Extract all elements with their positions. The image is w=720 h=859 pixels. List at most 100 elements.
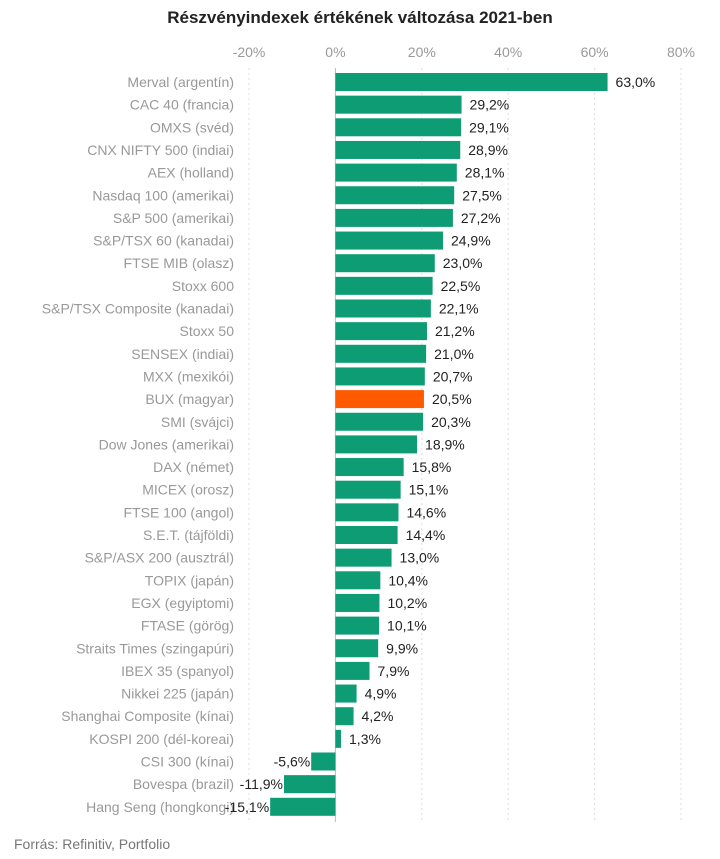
data-label: 15,8%: [412, 459, 452, 475]
category-label: IBEX 35 (spanyol): [121, 663, 234, 679]
data-label: 10,4%: [388, 572, 428, 588]
category-label: Straits Times (szingapúri): [76, 640, 234, 656]
data-label: 14,6%: [406, 504, 446, 520]
bar: [335, 729, 342, 748]
data-label: -15,1%: [225, 799, 269, 815]
category-label: S.E.T. (tájföldi): [143, 527, 234, 543]
bar: [335, 186, 455, 205]
category-label: S&P 500 (amerikai): [113, 210, 234, 226]
category-label: Nasdaq 100 (amerikai): [92, 187, 234, 203]
bar: [335, 480, 401, 499]
x-tick-label: 80%: [667, 44, 695, 60]
bar: [335, 412, 424, 431]
data-label: 27,5%: [462, 187, 502, 203]
bar: [335, 435, 418, 454]
category-label: EGX (egyiptomi): [131, 595, 234, 611]
data-label: 29,1%: [469, 119, 509, 135]
category-label: DAX (német): [153, 459, 234, 475]
data-label: 20,3%: [431, 414, 471, 430]
data-label: 10,2%: [387, 595, 427, 611]
category-label: S&P/TSX 60 (kanadai): [93, 233, 234, 249]
data-label: 1,3%: [349, 731, 381, 747]
bar: [335, 639, 379, 658]
data-label: 21,2%: [435, 323, 475, 339]
data-label: 22,1%: [439, 301, 479, 317]
data-label: 14,4%: [406, 527, 446, 543]
source-note: Forrás: Refinitiv, Portfolio: [14, 836, 171, 852]
data-label: 4,9%: [365, 686, 397, 702]
data-label: 24,9%: [451, 233, 491, 249]
bar: [335, 684, 357, 703]
category-label: Hang Seng (hongkongi): [86, 799, 234, 815]
data-label: 28,1%: [465, 165, 505, 181]
x-tick-label: 40%: [494, 44, 522, 60]
category-label: AEX (holland): [148, 165, 234, 181]
bar: [335, 571, 381, 590]
category-label: SMI (svájci): [161, 414, 234, 430]
bar: [335, 231, 443, 250]
data-label: 15,1%: [409, 482, 449, 498]
bar: [335, 140, 461, 159]
bar: [335, 322, 427, 341]
bar: [311, 752, 336, 771]
bar: [335, 118, 462, 137]
data-label: -11,9%: [240, 776, 283, 792]
chart-title: Részvényindexek értékének változása 2021…: [167, 8, 553, 27]
category-label: KOSPI 200 (dél-koreai): [89, 731, 234, 747]
data-label: 10,1%: [387, 618, 427, 634]
data-label: 20,5%: [432, 391, 472, 407]
category-label: MXX (mexikói): [143, 368, 234, 384]
bar: [335, 661, 370, 680]
category-label: TOPIX (japán): [145, 572, 234, 588]
category-label: MICEX (orosz): [142, 482, 234, 498]
bar: [335, 95, 462, 114]
bar: [335, 254, 435, 273]
category-label: S&P/TSX Composite (kanadai): [42, 301, 234, 317]
bar: [335, 344, 427, 363]
bar: [335, 458, 404, 477]
data-label: 18,9%: [425, 436, 465, 452]
category-label: Bovespa (brazil): [133, 776, 234, 792]
data-label: 28,9%: [468, 142, 508, 158]
data-label: 7,9%: [378, 663, 410, 679]
category-label: SENSEX (indiai): [131, 346, 234, 362]
category-label: FTSE MIB (olasz): [124, 255, 234, 271]
category-label: Shanghai Composite (kínai): [61, 708, 234, 724]
data-label: 23,0%: [443, 255, 483, 271]
data-label: -5,6%: [274, 754, 311, 770]
data-label: 27,2%: [461, 210, 501, 226]
bar: [335, 593, 380, 612]
bar: [335, 276, 433, 295]
data-label: 21,0%: [434, 346, 474, 362]
category-label: Stoxx 50: [180, 323, 235, 339]
bar: [335, 526, 398, 544]
bar: [335, 548, 392, 567]
data-label: 20,7%: [433, 368, 473, 384]
category-label: CAC 40 (francia): [130, 97, 234, 113]
bar: [335, 707, 354, 726]
category-label: CNX NIFTY 500 (indiai): [87, 142, 234, 158]
data-label: 29,2%: [470, 97, 510, 113]
bar: [335, 503, 399, 522]
x-tick-label: 60%: [581, 44, 609, 60]
bar: [335, 163, 457, 182]
data-label: 13,0%: [400, 550, 440, 566]
bar: [335, 616, 380, 635]
category-label: S&P/ASX 200 (ausztrál): [85, 550, 234, 566]
category-label: BUX (magyar): [145, 391, 234, 407]
data-label: 63,0%: [616, 74, 656, 90]
data-label: 9,9%: [386, 640, 418, 656]
category-label: FTASE (görög): [141, 618, 234, 634]
x-tick-label: 0%: [325, 44, 345, 60]
x-tick-label: 20%: [408, 44, 436, 60]
bar: [335, 367, 425, 386]
category-label: FTSE 100 (angol): [124, 504, 235, 520]
bar: [335, 73, 608, 91]
category-label: CSI 300 (kínai): [141, 754, 234, 770]
bar: [335, 299, 431, 318]
data-label: 22,5%: [441, 278, 481, 294]
bar: [283, 775, 336, 794]
data-label: 4,2%: [362, 708, 394, 724]
bar: [270, 797, 336, 816]
